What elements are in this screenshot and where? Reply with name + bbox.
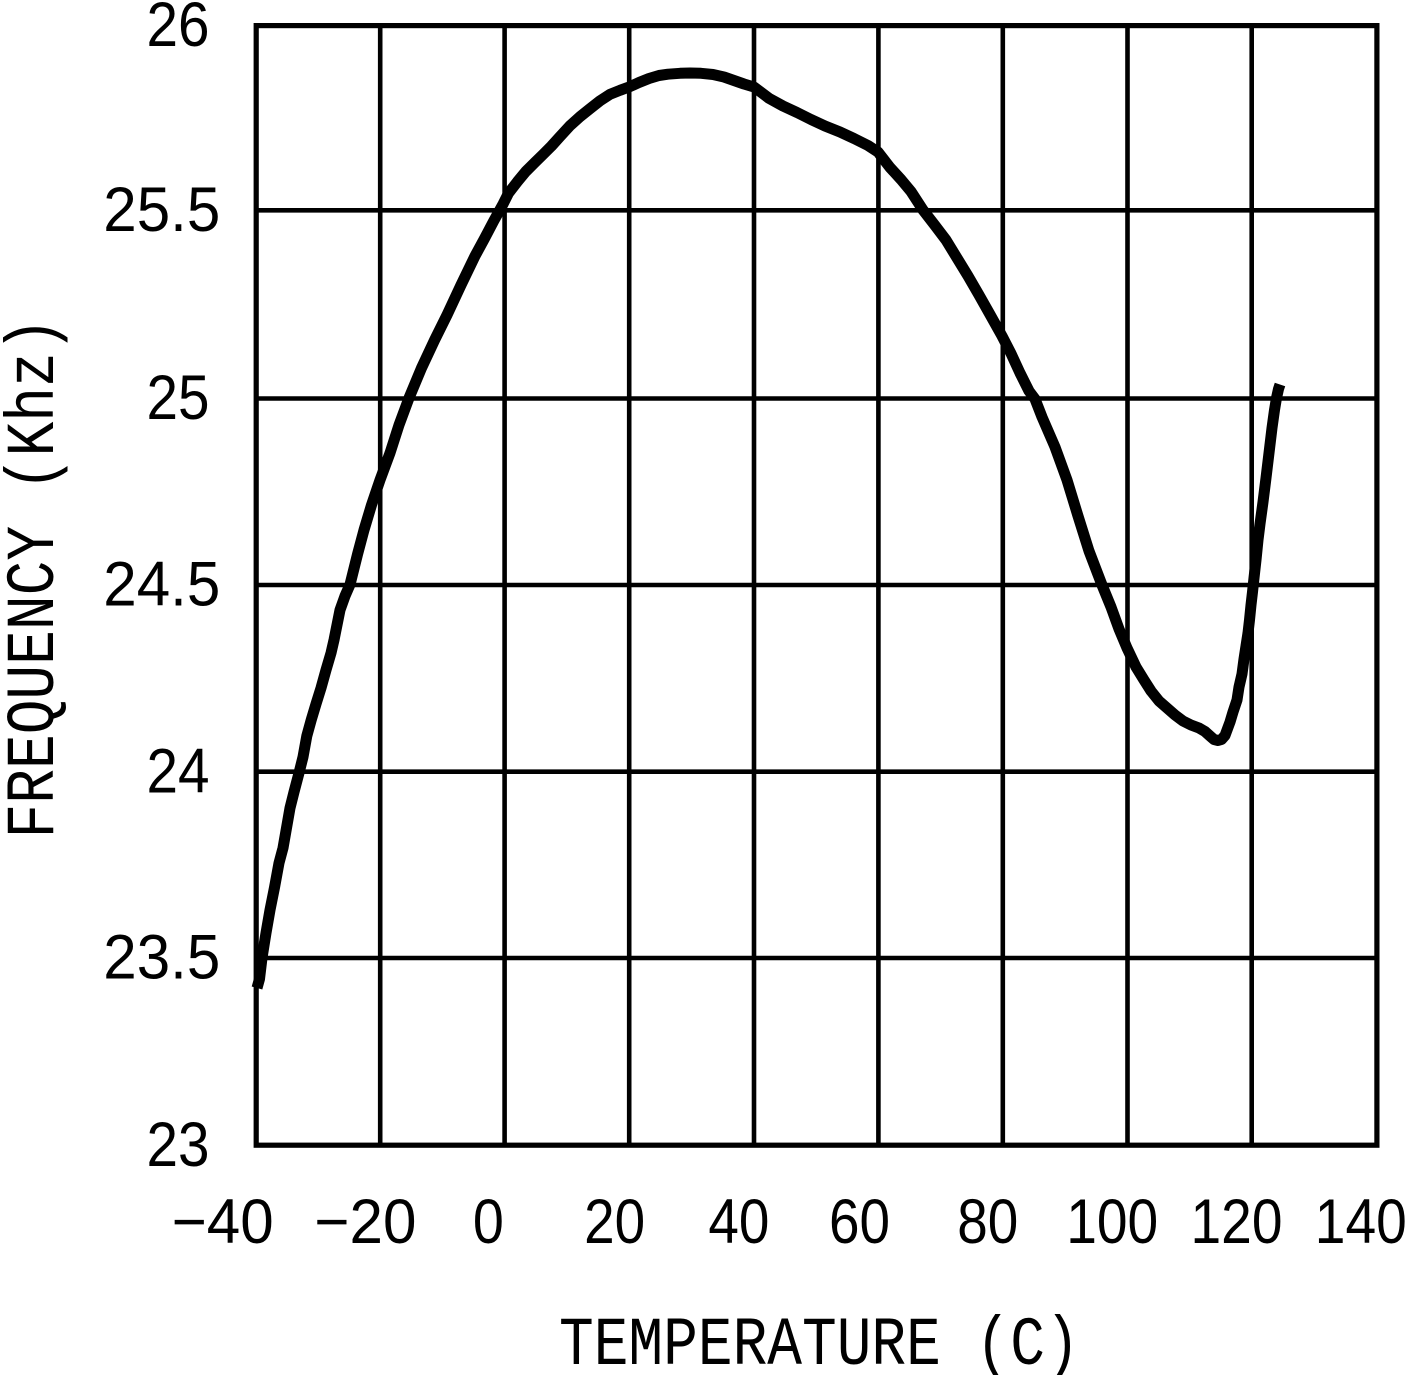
svg-text:60: 60 bbox=[829, 1187, 890, 1257]
svg-text:TEMPERATURE (C): TEMPERATURE (C) bbox=[559, 1307, 1080, 1375]
svg-text:−40: −40 bbox=[172, 1187, 274, 1257]
svg-text:100: 100 bbox=[1066, 1187, 1158, 1257]
svg-text:140: 140 bbox=[1315, 1187, 1406, 1257]
svg-text:23.5: 23.5 bbox=[103, 923, 220, 993]
svg-text:26: 26 bbox=[147, 0, 210, 60]
svg-text:25: 25 bbox=[147, 363, 210, 433]
svg-text:0: 0 bbox=[473, 1187, 504, 1257]
svg-text:80: 80 bbox=[957, 1187, 1018, 1257]
svg-text:23: 23 bbox=[147, 1110, 210, 1180]
svg-text:20: 20 bbox=[584, 1187, 645, 1257]
svg-text:24.5: 24.5 bbox=[103, 550, 220, 620]
svg-text:24: 24 bbox=[147, 736, 210, 806]
svg-text:120: 120 bbox=[1191, 1187, 1283, 1257]
svg-text:FREQUENCY (Khz): FREQUENCY (Khz) bbox=[0, 318, 74, 839]
svg-text:40: 40 bbox=[708, 1187, 769, 1257]
svg-text:−20: −20 bbox=[314, 1187, 416, 1257]
svg-text:25.5: 25.5 bbox=[103, 175, 220, 245]
